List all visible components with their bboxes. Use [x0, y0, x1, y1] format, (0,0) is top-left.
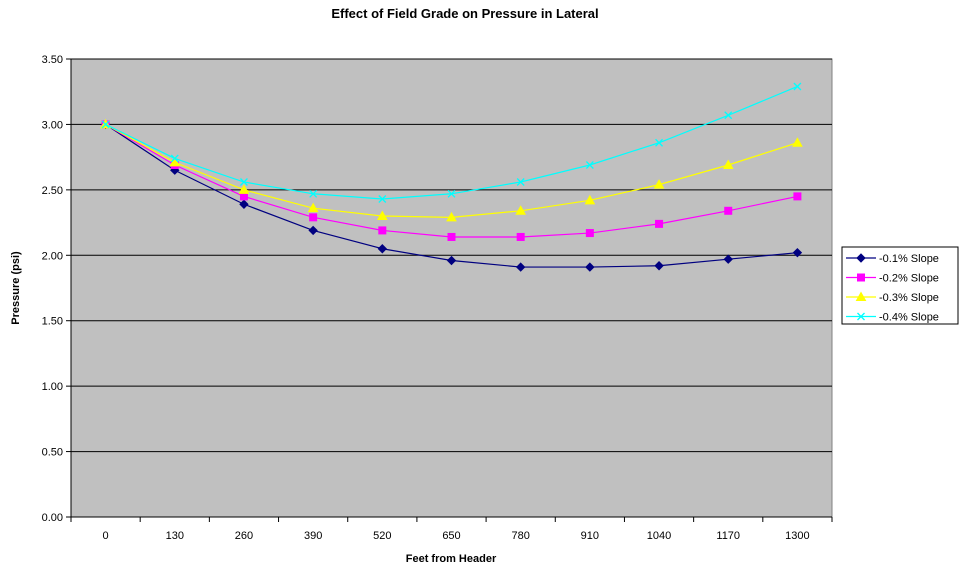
- x-tick-label: 1040: [647, 530, 671, 542]
- x-tick-label: 520: [373, 530, 391, 542]
- x-tick-label: 1170: [716, 530, 740, 542]
- marker-stroke: [655, 138, 664, 147]
- x-axis-title: Feet from Header: [406, 553, 497, 565]
- axes: [70, 59, 832, 518]
- legend-items: -0.1% Slope -0.2% Slope -0.3% Slope -0.4% S…: [846, 253, 939, 324]
- x-tick-label: 260: [235, 530, 253, 542]
- data-point: [793, 192, 802, 201]
- legend-label: -0.3% Slope: [879, 292, 939, 304]
- data-point: [723, 254, 733, 264]
- y-tick-label: 2.00: [42, 250, 63, 262]
- legend-label: -0.4% Slope: [879, 312, 939, 324]
- marker-stroke: [516, 178, 525, 186]
- data-point: [307, 202, 319, 213]
- data-point: [653, 179, 665, 189]
- x-axis-ticks: 0 130 260 390 520 650 780 910 1040 1170 1300: [70, 517, 833, 542]
- data-point: [170, 154, 179, 163]
- chart-title: Effect of Field Grade on Pressure in Lat…: [331, 6, 598, 21]
- legend-label: -0.2% Slope: [879, 273, 939, 285]
- data-point: [377, 244, 388, 254]
- data-point: [239, 178, 248, 186]
- data-point: [724, 206, 733, 215]
- x-tick-label: 650: [442, 530, 460, 542]
- data-point: [378, 226, 387, 235]
- series-4: [101, 82, 802, 203]
- gridlines: [71, 58, 832, 453]
- data-point: [724, 111, 733, 120]
- y-tick-label: 3.50: [42, 54, 63, 66]
- data-point: [585, 262, 595, 272]
- series-3: [100, 118, 803, 222]
- data-point: [378, 195, 387, 203]
- y-tick-label: 1.50: [42, 316, 63, 328]
- data-point: [308, 225, 318, 236]
- legend-marker: [857, 273, 865, 282]
- marker-stroke: [309, 189, 318, 198]
- series-group: [100, 82, 803, 272]
- x-tick-label: 910: [581, 530, 599, 542]
- marker-stroke: [101, 120, 110, 129]
- data-point: [447, 189, 456, 198]
- data-point: [101, 120, 110, 129]
- marker-stroke: [447, 189, 456, 198]
- data-point: [516, 178, 525, 186]
- data-point: [515, 205, 527, 215]
- data-point: [584, 194, 596, 205]
- data-point: [516, 232, 525, 241]
- y-tick-label: 3.00: [42, 119, 63, 131]
- data-point: [655, 138, 664, 147]
- legend-item: -0.1% Slope: [846, 253, 939, 265]
- plot-area: [70, 58, 833, 518]
- legend-item: -0.3% Slope: [846, 291, 939, 304]
- data-point: [792, 247, 803, 258]
- data-point: [793, 82, 802, 91]
- data-point: [238, 184, 250, 194]
- marker-stroke: [239, 178, 248, 186]
- marker-stroke: [585, 161, 594, 169]
- data-point: [655, 219, 664, 228]
- legend: -0.1% Slope -0.2% Slope -0.3% Slope -0.4% S…: [841, 246, 959, 325]
- legend-label: -0.1% Slope: [879, 253, 939, 265]
- legend-item: -0.4% Slope: [846, 312, 939, 324]
- data-point: [654, 261, 664, 271]
- marker-stroke: [170, 154, 179, 163]
- data-point: [515, 262, 526, 272]
- data-point: [169, 156, 181, 167]
- data-point: [239, 199, 249, 209]
- x-tick-label: 0: [103, 530, 109, 542]
- y-tick-label: 0.50: [42, 447, 63, 459]
- data-point: [585, 229, 594, 238]
- data-point: [446, 211, 457, 222]
- y-tick-label: 1.00: [42, 381, 63, 393]
- data-point: [309, 189, 318, 198]
- data-point: [376, 210, 388, 221]
- data-point: [309, 213, 318, 222]
- y-axis-title: Pressure (psi): [10, 251, 22, 325]
- data-point: [239, 192, 248, 201]
- data-point: [722, 159, 734, 169]
- data-point: [447, 232, 456, 241]
- legend-marker: [857, 312, 865, 321]
- y-tick-label: 0.00: [42, 512, 63, 524]
- x-tick-label: 780: [512, 530, 530, 542]
- legend-marker: [855, 291, 867, 301]
- marker-stroke: [378, 195, 387, 203]
- x-tick-label: 130: [166, 530, 184, 542]
- legend-item: -0.2% Slope: [846, 273, 939, 285]
- marker-stroke: [793, 82, 802, 91]
- data-point: [792, 137, 803, 147]
- data-point: [446, 255, 457, 266]
- legend-marker: [856, 253, 866, 263]
- y-axis-ticks: 0.00 0.50 1.00 1.50 2.00 2.50 3.00 3.50: [42, 54, 71, 524]
- x-tick-label: 390: [304, 530, 322, 542]
- marker-stroke: [724, 111, 733, 120]
- data-point: [585, 161, 594, 169]
- x-tick-label: 1300: [785, 530, 809, 542]
- y-tick-label: 2.50: [42, 185, 63, 197]
- marker-stroke: [857, 312, 865, 321]
